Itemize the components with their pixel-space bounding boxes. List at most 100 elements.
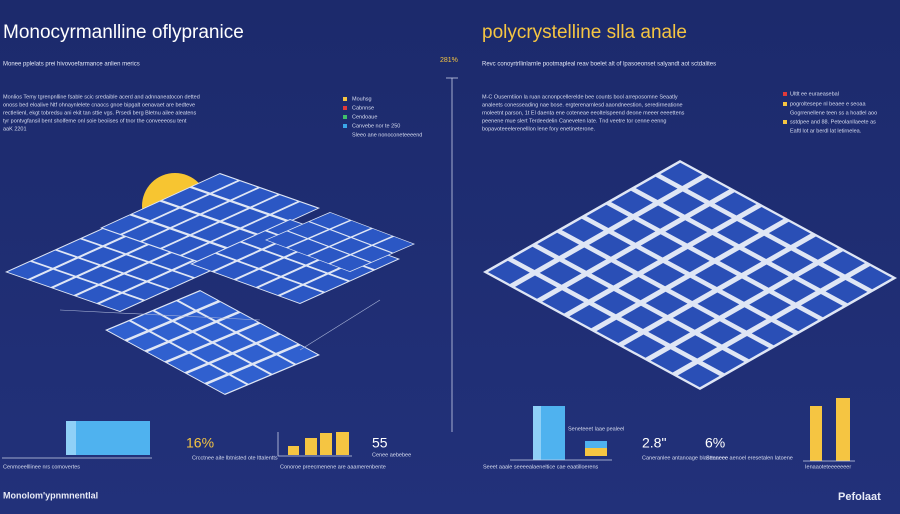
panel-cell xyxy=(211,354,250,373)
panel-cell xyxy=(182,243,228,262)
stat-caption: Sttaaeee aenoel eresetalen latoene xyxy=(706,455,793,461)
panel-cell xyxy=(675,335,718,359)
stat-value: 6% xyxy=(705,435,725,451)
panel-cell xyxy=(272,202,318,221)
solar-panel xyxy=(265,211,416,273)
panel-frame xyxy=(483,159,898,391)
panel-cell xyxy=(187,364,227,383)
panel-cell xyxy=(773,279,816,303)
panel-cell xyxy=(132,201,178,221)
center-label: 281% xyxy=(440,57,458,64)
legend-label: Ultlt ee euraeasebal xyxy=(790,91,839,97)
panel-cell xyxy=(102,215,148,234)
panel-cell xyxy=(638,205,681,229)
panel-cell xyxy=(714,192,757,216)
bar-block xyxy=(305,438,317,455)
panel-cell xyxy=(537,232,580,256)
legend-swatch xyxy=(783,102,787,106)
panel-cell xyxy=(57,239,101,257)
panel-cell xyxy=(131,311,170,330)
panel-cell xyxy=(149,271,193,289)
left-paragraph: tyr pontvgfansil bent sholfeme onl soie … xyxy=(3,118,187,124)
panel-cell xyxy=(352,246,392,262)
mini-chart xyxy=(277,432,352,457)
left-title: Monocyrmanlline oflypranice xyxy=(3,22,244,43)
panel-cell xyxy=(795,236,838,260)
connector xyxy=(59,309,261,321)
panel-cell xyxy=(749,293,792,317)
panel-cell xyxy=(192,253,235,271)
bar-block xyxy=(585,448,607,456)
panel-cell xyxy=(768,221,811,245)
caption: Conoroe preecmenene are aaamerenbente xyxy=(280,464,386,470)
bar-block xyxy=(585,441,607,448)
panel-cell xyxy=(689,206,732,230)
panel-cell xyxy=(670,277,713,301)
panel-cell xyxy=(662,191,705,215)
panel-cell xyxy=(643,263,686,287)
panel-cell xyxy=(309,230,350,246)
panel-cell xyxy=(252,195,298,214)
panel-cell xyxy=(258,277,301,295)
panel-cell xyxy=(771,250,814,274)
caption: Cenmoeelllinee nrs comovertes xyxy=(3,464,80,470)
stat-value: 2.8" xyxy=(642,435,666,451)
connector xyxy=(299,299,381,351)
panel-cell xyxy=(798,265,841,289)
panel-cell xyxy=(613,219,656,243)
panel-cell xyxy=(232,188,278,207)
panel-cell xyxy=(7,261,51,279)
solar-panel xyxy=(105,289,321,396)
panel-cell xyxy=(202,201,248,221)
right-paragraph: bopavoteeelerenelllon lene fory enetinet… xyxy=(482,126,596,132)
panel-cell xyxy=(212,181,258,200)
panel-cell xyxy=(823,251,865,275)
panel-cell xyxy=(305,274,348,292)
panel-cell xyxy=(238,323,278,343)
panel-cell xyxy=(32,250,76,268)
panel-cell xyxy=(825,280,868,304)
panel-cell xyxy=(147,342,187,362)
right-paragraph: rnoleetnt parson, 1t El daenta ene coten… xyxy=(482,110,685,116)
bar-block xyxy=(66,421,76,455)
legend-label: Mouhsg xyxy=(352,96,372,102)
stat-value: 16% xyxy=(186,435,214,451)
panel-cell xyxy=(212,229,258,249)
stat-value: 55 xyxy=(372,435,388,451)
panel-cell xyxy=(331,220,371,237)
panel-cell xyxy=(672,306,715,330)
panel-cell xyxy=(724,307,767,331)
panel-cell xyxy=(127,332,167,351)
panel-cell xyxy=(103,255,147,273)
bar-block xyxy=(533,406,541,460)
panel-cell xyxy=(539,261,582,285)
panel-cell xyxy=(222,208,268,228)
panel-cell xyxy=(687,177,730,201)
panel-cell xyxy=(561,218,604,242)
panel-cell xyxy=(746,264,789,288)
bar-block xyxy=(810,406,822,461)
legend-swatch xyxy=(343,106,347,110)
panel-cell xyxy=(776,308,819,332)
panel-cell xyxy=(591,262,634,286)
panel-cell xyxy=(55,258,99,276)
panel-cell xyxy=(126,263,170,281)
panel-cell xyxy=(596,319,639,343)
panel-cell xyxy=(850,266,893,290)
panel-cell xyxy=(751,322,794,346)
panel-cell xyxy=(80,247,124,265)
legend-swatch xyxy=(783,92,787,96)
footer: Monolom'ypnmnentlal xyxy=(3,490,98,500)
panel-cell xyxy=(648,320,691,344)
panel-cell xyxy=(640,234,683,258)
panel-cell xyxy=(645,291,688,315)
panel-cell xyxy=(266,231,307,248)
stat-caption: Crcctnee aite lbtnisted ote lttalentts xyxy=(192,455,278,461)
mini-chart xyxy=(2,421,152,459)
panel-cell xyxy=(677,364,720,388)
panel-cell xyxy=(235,344,274,363)
panel-cell xyxy=(122,222,168,241)
panel-cell xyxy=(283,266,326,284)
left-subtitle: Monee pplelats prei hivovoefarmance anli… xyxy=(3,62,140,68)
